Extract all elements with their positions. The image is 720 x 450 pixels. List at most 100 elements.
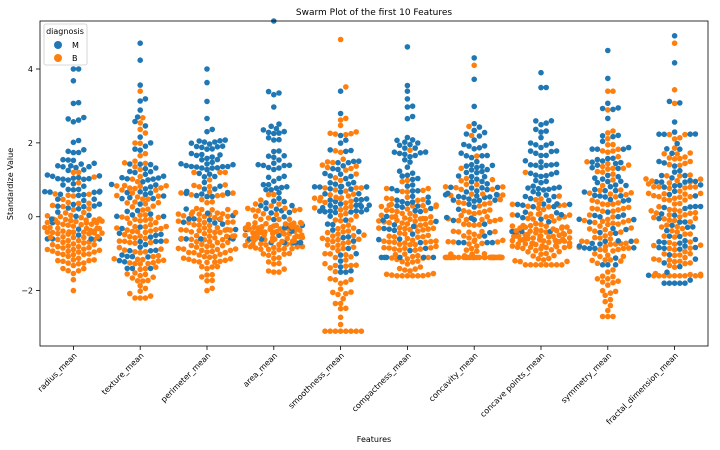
point-b [584,159,590,165]
point-b [509,243,516,249]
point-m [402,145,408,151]
point-m [263,186,269,193]
point-m [278,184,285,191]
point-b [625,245,632,251]
point-b [132,270,138,276]
point-b [535,205,542,212]
point-b [65,237,71,244]
point-b [605,201,611,208]
point-b [481,251,488,257]
point-b [417,222,424,228]
point-m [682,280,688,287]
point-m [396,150,403,157]
point-b [44,229,51,235]
point-b [458,178,465,184]
point-b [692,273,699,279]
point-m [602,187,608,194]
point-b [556,248,562,255]
point-b [599,279,606,285]
point-m [677,280,683,287]
point-m [551,193,557,200]
point-b [114,192,120,199]
point-m [669,175,675,181]
point-b [91,217,97,223]
point-b [70,193,77,199]
point-b [88,221,95,227]
point-b [687,184,693,190]
point-m [543,162,549,169]
point-b [671,258,678,265]
point-b [599,163,606,170]
point-m [222,137,228,143]
point-m [474,193,480,199]
point-m [153,165,159,171]
point-b [471,62,478,69]
point-b [677,273,683,279]
point-m [75,186,82,193]
point-m [466,196,472,202]
point-m [471,120,478,127]
point-b [129,176,136,182]
point-b [652,270,659,277]
point-b [337,177,344,184]
point-m [273,125,280,132]
point-b [399,188,406,195]
point-m [204,79,210,86]
point-m [199,144,205,151]
point-m [463,169,470,176]
point-m [142,186,149,192]
point-m [121,259,128,265]
point-m [484,181,491,187]
point-m [276,90,282,96]
point-b [116,244,123,251]
point-b [415,273,421,279]
point-m [677,167,683,174]
point-m [183,162,189,169]
point-m [409,199,416,205]
point-m [417,239,424,246]
point-b [388,201,395,208]
point-b [57,213,64,220]
point-b [471,231,478,238]
point-m [260,127,267,133]
point-b [121,160,128,166]
point-b [450,228,457,235]
point-m [281,198,288,205]
point-b [474,243,480,249]
point-m [337,189,344,195]
point-b [206,254,213,261]
point-m [150,176,156,182]
point-m [340,234,347,241]
point-m [155,175,162,181]
point-b [335,225,341,232]
point-m [471,103,478,110]
point-b [533,196,539,203]
point-b [455,229,462,235]
point-m [70,175,77,181]
point-b [594,199,601,205]
point-m [455,193,462,200]
point-b [645,190,652,197]
point-m [479,185,485,191]
point-b [610,313,616,320]
point-m [65,157,71,163]
point-m [612,187,619,194]
point-b [422,207,429,214]
point-b [605,269,611,275]
point-b [540,206,547,213]
point-b [158,225,164,232]
point-m [543,142,549,148]
point-b [476,233,483,239]
point-m [533,172,539,178]
point-b [540,257,547,263]
point-m [671,33,678,39]
point-b [428,214,434,220]
point-m [212,173,218,180]
point-b [204,265,210,272]
point-m [57,191,64,198]
point-b [682,185,688,191]
point-b [60,265,66,272]
point-b [543,214,549,220]
point-b [625,162,632,168]
point-b [420,227,426,233]
